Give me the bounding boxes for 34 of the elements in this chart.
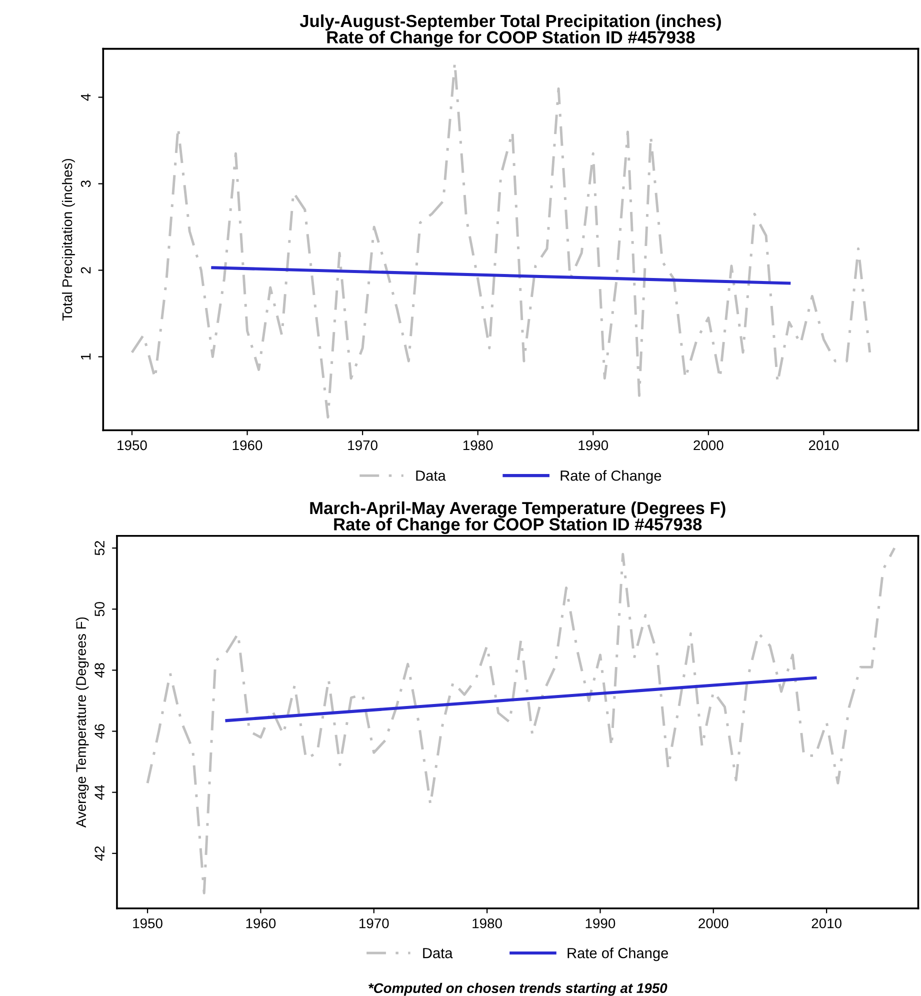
legend-label: Data [416,470,446,481]
x-tick-label: 1970 [359,918,389,928]
legend-label: Data [423,948,453,958]
y-tick-label: 50 [94,602,104,616]
y-tick-label: 4 [80,94,91,101]
x-tick-label: 1990 [586,918,616,928]
y-tick-label: 46 [94,724,104,739]
x-tick-label: 1950 [133,918,162,928]
x-tick-label: 2010 [812,918,842,928]
text: *Computed on chosen trends starting at 1950 [368,982,668,996]
x-tick-label: 1980 [472,918,502,928]
y-axis-title: Average Temperature (Degrees F) [76,617,89,828]
x-tick-label: 2000 [694,440,724,450]
y-tick-label: 3 [80,180,91,188]
chart-title: July-August-September Total Precipitation (inches) Rate of Change for COOP Station ID #457938 [300,14,721,47]
y-axis-title: Total Precipitation (inches) [62,158,75,321]
x-tick-label: 1970 [348,440,378,450]
y-tick-label: 44 [94,785,104,800]
x-tick-label: 1950 [118,440,147,450]
y-tick-label: 2 [80,267,91,274]
y-tick-label: 1 [80,354,91,360]
line-series [146,546,896,894]
x-tick-label: 1960 [232,440,262,450]
x-tick-label: 1990 [578,440,608,450]
x-tick-label: 1980 [463,440,493,450]
legend-label: Rate of Change [568,948,668,962]
y-tick-label: 48 [94,663,104,678]
x-tick-label: 2000 [698,918,728,928]
x-tick-label: 1960 [246,918,276,928]
legend-label: Rate of Change [560,470,662,484]
chart-title: March-April-May Average Temperature (Degrees F) Rate of Change for COOP Station ID #457938 [310,501,726,534]
x-tick-label: 2010 [808,440,839,450]
y-tick-label: 52 [94,541,104,556]
y-tick-label: 42 [94,846,104,861]
